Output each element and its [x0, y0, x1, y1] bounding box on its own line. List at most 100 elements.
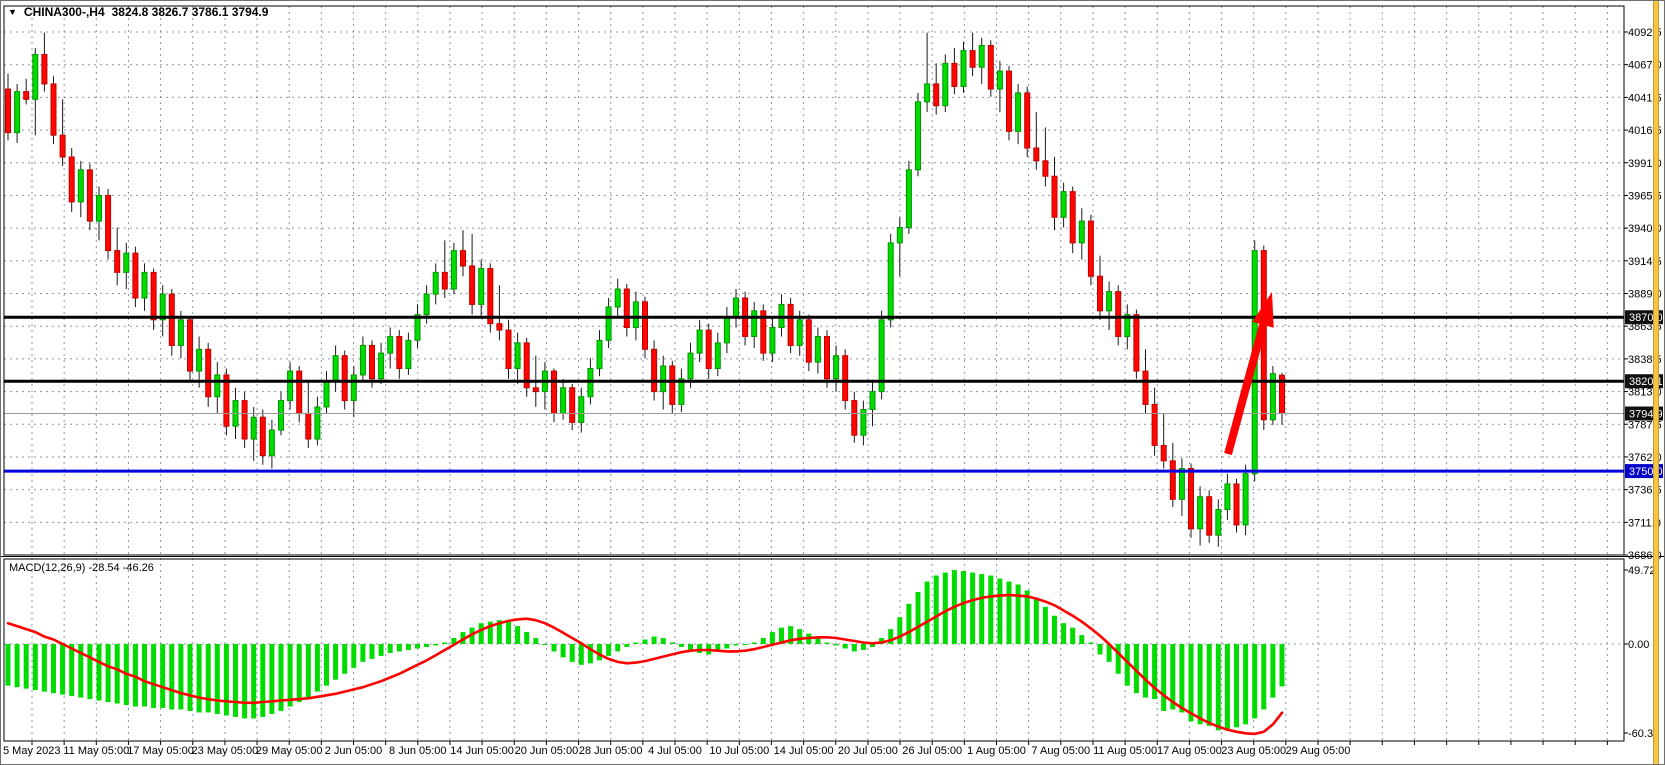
candle [496, 285, 503, 341]
candle-body-bull [596, 339, 603, 370]
candle [450, 242, 457, 295]
macd-bar [824, 642, 830, 644]
macd-bar [1261, 644, 1267, 710]
macd-bar [769, 632, 775, 644]
candle [1033, 112, 1040, 170]
candle-body-bull [423, 293, 430, 316]
candle [605, 298, 612, 349]
macd-bar [387, 644, 393, 653]
candle-body-bull [769, 327, 776, 354]
candle [1124, 304, 1131, 350]
date-tick-label: 28 Jun 05:00 [579, 745, 643, 757]
candle-body-bear [1006, 70, 1012, 132]
candle-body-bull [1106, 291, 1113, 312]
candle-body-bear [1206, 496, 1213, 536]
candle [751, 301, 758, 349]
macd-bar [1106, 644, 1112, 662]
macd-bar [451, 638, 457, 644]
macd-bar [60, 644, 66, 695]
macd-bar [1070, 627, 1076, 644]
candle-body-bull [32, 53, 39, 100]
candle-body-bear [523, 342, 530, 389]
vertical-scrollbar[interactable] [1653, 1, 1659, 764]
macd-bar [242, 644, 248, 719]
candle [1206, 490, 1213, 543]
candle-body-bull [77, 169, 84, 203]
macd-bar [14, 644, 20, 688]
date-tick-label: 14 Jun 05:00 [450, 745, 514, 757]
macd-bar [32, 644, 38, 691]
macd-bar [1161, 644, 1167, 711]
candle [469, 233, 476, 315]
candle-body-bear [1142, 370, 1149, 405]
candle [114, 227, 121, 286]
macd-bar [1206, 644, 1212, 726]
macd-bar [1152, 644, 1158, 700]
candle-body-bear [805, 319, 812, 363]
candle [205, 342, 212, 407]
candle [332, 345, 339, 392]
candle-body-bear [1160, 444, 1167, 462]
candle [969, 32, 976, 77]
candle [68, 148, 75, 213]
candle [896, 217, 903, 277]
date-tick-label: 20 Jul 05:00 [838, 745, 898, 757]
macd-bar [760, 638, 766, 644]
macd-bar [333, 644, 339, 680]
candle [77, 160, 84, 218]
candle-body-bear [223, 374, 230, 427]
date-tick-label: 11 Aug 05:00 [1093, 745, 1157, 757]
candle-body-bull [942, 62, 949, 107]
candle [514, 332, 521, 384]
symbol-dropdown-icon[interactable]: ▼ [8, 6, 17, 17]
date-tick-label: 8 Jun 05:00 [389, 745, 447, 757]
candle-body-bull [177, 319, 184, 346]
macd-bar [888, 629, 894, 644]
candle [642, 296, 648, 359]
candle [1006, 65, 1012, 141]
macd-bar [961, 571, 966, 644]
candle-body-bull [287, 370, 294, 402]
candle-body-bull [960, 50, 967, 87]
macd-bar [5, 644, 11, 686]
date-tick-label: 17 May 05:00 [127, 745, 194, 757]
candle [214, 362, 221, 414]
macd-bar [870, 644, 875, 647]
macd-bar [78, 644, 84, 698]
candle-body-bull [323, 380, 330, 408]
macd-bar [715, 644, 721, 652]
candle-body-bear [23, 91, 30, 100]
candle-body-bull [996, 70, 1003, 90]
macd-bar [1006, 581, 1012, 644]
macd-bar [524, 632, 530, 644]
candle-body-bear [933, 83, 940, 107]
candle-body-bear [1188, 468, 1194, 530]
macd-bar [478, 623, 484, 644]
candle-body-bull [514, 342, 521, 370]
candle-body-bull [432, 271, 439, 295]
date-tick-label: 14 Jul 05:00 [774, 745, 834, 757]
date-tick-label: 4 Jul 05:00 [648, 745, 702, 757]
candle [505, 319, 512, 379]
candle-body-bear [341, 355, 348, 402]
candle-body-bear [86, 169, 93, 222]
candle [714, 332, 721, 377]
macd-bar [23, 644, 29, 689]
candle-body-bull [96, 194, 102, 222]
candle-body-bear [951, 62, 958, 87]
candle-body-bear [50, 83, 57, 136]
candle [1151, 387, 1158, 456]
macd-bar [860, 644, 866, 650]
candle [551, 368, 557, 423]
candle [1269, 365, 1276, 425]
candle-body-bull [733, 297, 739, 318]
macd-bar [114, 644, 120, 704]
trend-arrow[interactable] [1224, 292, 1274, 456]
macd-bar [69, 644, 75, 697]
candle [705, 323, 712, 379]
macd-bar [979, 574, 985, 644]
horizontal-lines[interactable] [4, 315, 1624, 473]
macd-bar [551, 644, 557, 652]
symbol-timeframe-label: CHINA300-,H4 [23, 5, 105, 19]
